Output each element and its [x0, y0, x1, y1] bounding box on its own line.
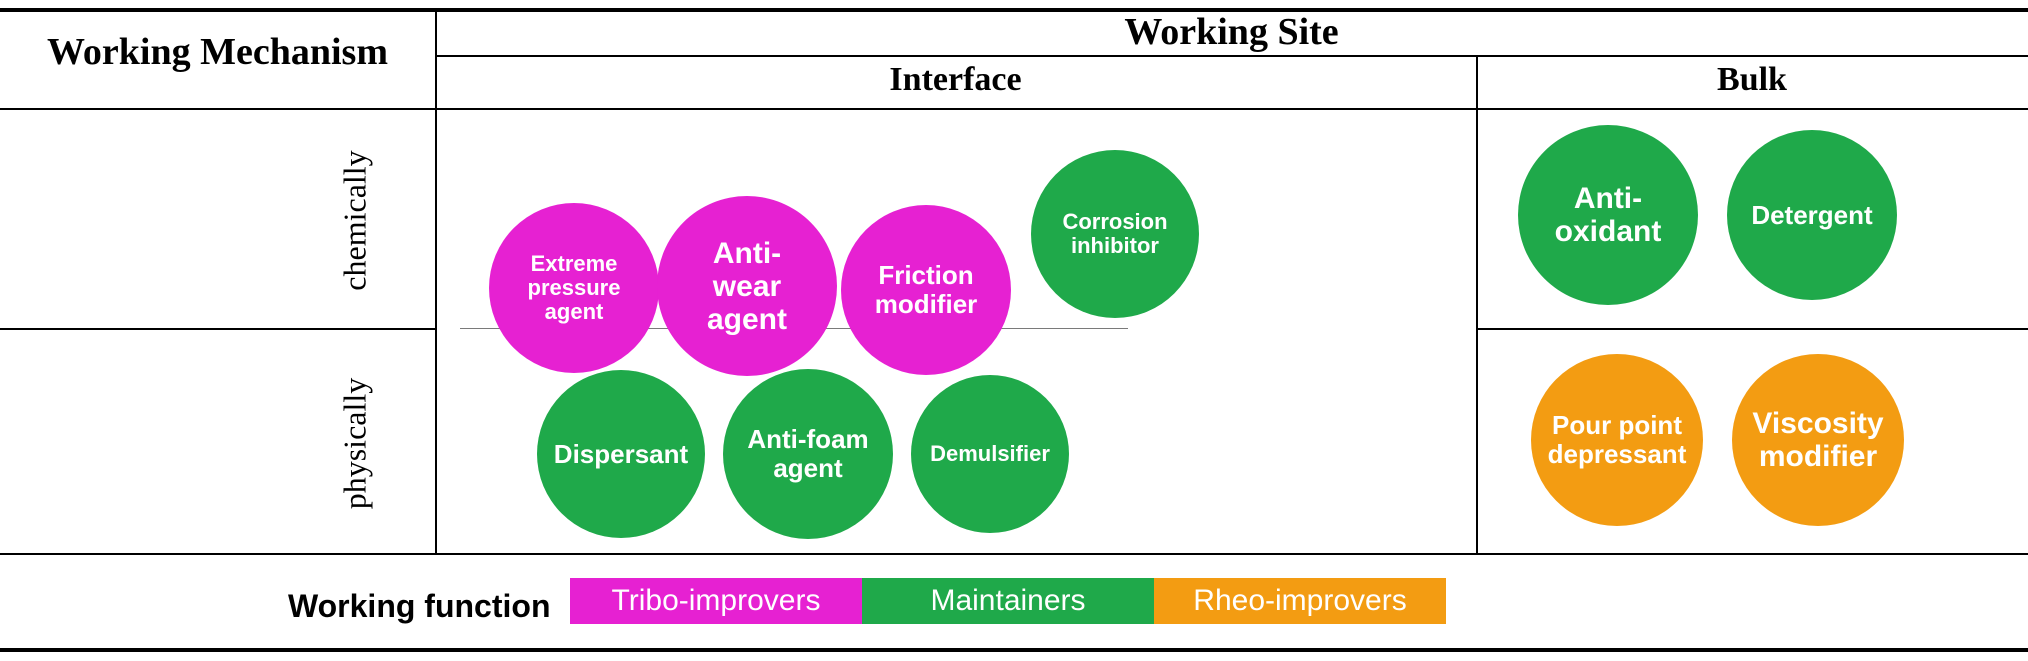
legend-title: Working function: [288, 588, 550, 625]
circle-corrosion-inhibitor: Corrosion inhibitor: [1031, 150, 1199, 318]
header-site: Working Site: [435, 10, 2028, 54]
rowlabel-chemically: chemically: [337, 121, 374, 321]
circle-pour-point: Pour point depressant: [1531, 354, 1703, 526]
legend-rheo: Rheo-improvers: [1154, 578, 1446, 624]
circle-anti-wear: Anti- wear agent: [657, 196, 837, 376]
circle-extreme-pressure: Extreme pressure agent: [489, 203, 659, 373]
header-mechanism: Working Mechanism: [0, 30, 435, 74]
circle-demulsifier: Demulsifier: [911, 375, 1069, 533]
circle-viscosity-modifier: Viscosity modifier: [1732, 354, 1904, 526]
circle-anti-foam: Anti-foam agent: [723, 369, 893, 539]
circle-detergent: Detergent: [1727, 130, 1897, 300]
additive-table: Working Mechanism Working Site Interface…: [0, 0, 2028, 661]
rule-subheader: [0, 108, 2028, 110]
rule-rowsplit-mech: [0, 328, 435, 330]
rule-body-bottom: [0, 553, 2028, 555]
vline-interface-bulk: [1476, 55, 1478, 553]
circle-friction-modifier: Friction modifier: [841, 205, 1011, 375]
rowlabel-physically: physically: [337, 343, 374, 543]
rule-bottom: [0, 648, 2028, 652]
rule-rowsplit-bulk: [1476, 328, 2028, 330]
header-interface: Interface: [435, 61, 1476, 99]
legend-tribo: Tribo-improvers: [570, 578, 862, 624]
rule-site-bottom: [435, 55, 2028, 57]
header-bulk: Bulk: [1476, 61, 2028, 99]
circle-dispersant: Dispersant: [537, 370, 705, 538]
legend-maintainers: Maintainers: [862, 578, 1154, 624]
circle-anti-oxidant: Anti- oxidant: [1518, 125, 1698, 305]
